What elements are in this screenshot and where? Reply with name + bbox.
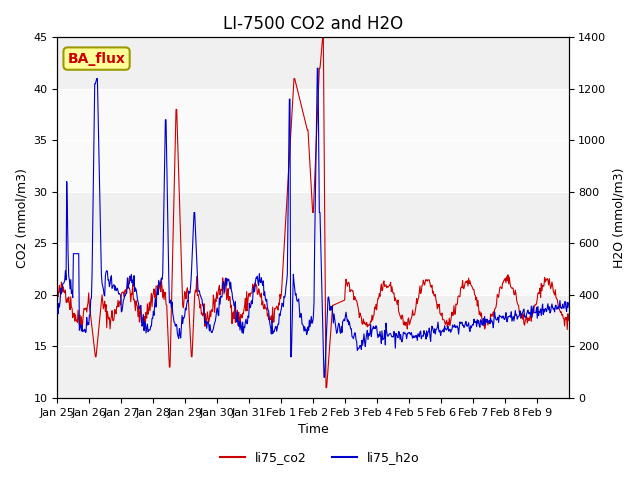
Legend: li75_co2, li75_h2o: li75_co2, li75_h2o <box>215 446 425 469</box>
Y-axis label: CO2 (mmol/m3): CO2 (mmol/m3) <box>15 168 28 267</box>
Y-axis label: H2O (mmol/m3): H2O (mmol/m3) <box>612 168 625 268</box>
Bar <box>58 243 568 295</box>
Bar <box>58 89 568 192</box>
Title: LI-7500 CO2 and H2O: LI-7500 CO2 and H2O <box>223 15 403 33</box>
Text: BA_flux: BA_flux <box>68 51 125 66</box>
X-axis label: Time: Time <box>298 423 328 436</box>
